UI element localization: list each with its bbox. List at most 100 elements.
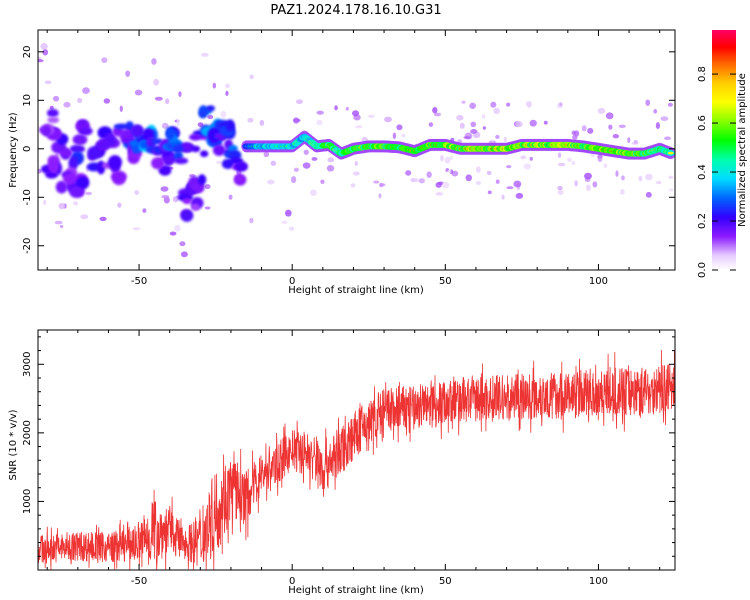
spectrogram-speckle <box>612 134 620 139</box>
spectrogram-speckle <box>653 109 658 114</box>
spectrogram-speckle <box>645 191 652 198</box>
spectrogram-xtick-label: 50 <box>439 276 452 287</box>
spectrogram-blob <box>47 158 59 173</box>
spectrogram-ytick-label: 0 <box>22 146 33 152</box>
spectrogram-speckle <box>290 176 297 184</box>
spectrogram-blob <box>41 125 52 137</box>
spectrogram-speckle <box>161 122 169 129</box>
spectrogram-speckle <box>515 121 523 128</box>
spectrogram-speckle <box>378 193 382 199</box>
spectrogram-speckle <box>119 105 123 112</box>
spectrogram-speckle <box>470 121 477 128</box>
spectrogram-speckle <box>428 122 434 127</box>
spectrogram-speckle <box>249 217 254 224</box>
spectrogram-blob <box>189 133 202 141</box>
spectrogram-speckle <box>302 162 311 169</box>
spectrogram-speckle <box>225 83 230 89</box>
snr-ylabel: SNR (10 * v/v) <box>8 409 19 480</box>
spectrogram-speckle <box>103 98 111 104</box>
spectrogram-speckle <box>334 105 338 111</box>
spectrogram-blob <box>130 124 144 138</box>
spectrogram-speckle <box>401 133 406 138</box>
spectrogram-xlabel: Height of straight line (km) <box>288 285 424 296</box>
spectrogram-speckle <box>495 179 500 184</box>
spectrogram-speckle <box>180 251 188 258</box>
spectrogram-speckle <box>503 136 507 143</box>
spectrogram-blob <box>113 123 129 130</box>
spectrogram-blob <box>87 146 103 160</box>
spectrogram-speckle <box>506 165 512 169</box>
spectrogram-blob <box>63 173 77 185</box>
spectrogram-blob <box>165 127 175 140</box>
spectrogram-speckle <box>571 130 577 136</box>
spectrogram-speckle <box>352 171 360 176</box>
spectrogram-speckle <box>461 100 466 104</box>
spectrogram-speckle <box>481 114 486 119</box>
colorbar: 0.0 0.2 0.4 0.6 0.8 Normalized spectral ampl… <box>697 30 748 278</box>
spectrogram-speckle <box>559 102 563 107</box>
spectrogram-speckle <box>619 188 625 195</box>
spectrogram-speckle <box>440 154 444 162</box>
colorbar-tick-label: 0.2 <box>697 213 708 229</box>
spectrogram-speckle <box>134 190 140 196</box>
spectrogram-speckle <box>557 185 563 191</box>
spectrogram-blob <box>180 209 194 222</box>
spectrogram-speckle <box>384 116 392 123</box>
spectrogram-speckle <box>451 170 459 177</box>
spectrogram-speckle <box>435 181 442 188</box>
spectrogram-speckle <box>603 163 608 169</box>
spectrogram-blob <box>77 119 89 127</box>
spectrogram-speckle <box>327 157 335 163</box>
spectrogram-speckle <box>597 154 603 159</box>
spectrogram-blob <box>234 161 249 172</box>
spectrogram-speckle <box>655 180 662 185</box>
spectrogram-speckle <box>169 231 177 236</box>
spectrogram-xtick-label: 0 <box>289 276 295 287</box>
spectrogram-blob <box>212 144 226 156</box>
spectrogram-speckle <box>645 99 651 106</box>
spectrogram-blob <box>78 126 93 136</box>
spectrogram-speckle <box>433 112 442 117</box>
spectrogram-speckle <box>592 181 598 188</box>
spectrogram-speckle <box>476 166 481 173</box>
snr-frame <box>37 329 676 571</box>
spectrogram-speckle <box>178 91 182 97</box>
spectrogram-speckle <box>38 168 42 174</box>
spectrogram-xtick-label: -50 <box>131 276 147 287</box>
spectrogram-speckle <box>212 82 217 89</box>
spectrogram-ytick-label: 20 <box>22 45 33 58</box>
spectrogram-speckle <box>615 170 619 177</box>
spectrogram-speckle <box>487 190 492 195</box>
spectrogram-speckle <box>134 89 143 96</box>
spectrogram-speckle <box>204 206 211 210</box>
spectrogram-speckle <box>557 162 566 167</box>
spectrogram-blob <box>234 173 244 183</box>
spectrogram-speckle <box>490 101 497 108</box>
colorbar-tick-label: 0.4 <box>697 164 708 180</box>
spectrogram-speckle <box>557 189 564 195</box>
snr-xtick-label: 50 <box>439 576 452 587</box>
spectrogram-speckle <box>470 128 478 134</box>
spectrogram-speckle <box>523 163 532 170</box>
spectrogram-speckle <box>392 132 397 140</box>
spectrogram-speckle <box>311 156 318 161</box>
spectrogram-ylabel: Frequency (Hz) <box>8 112 19 188</box>
spectrogram-speckle <box>38 59 44 63</box>
snr-xtick-label: 0 <box>289 576 295 587</box>
spectrogram-speckle <box>174 224 181 232</box>
spectrogram-speckle <box>54 220 63 225</box>
spectrogram-speckle <box>373 180 380 184</box>
spectrogram-speckle <box>501 194 505 200</box>
spectrogram-speckle <box>142 208 147 213</box>
spectrogram-speckle <box>284 209 292 217</box>
spectrogram-speckle <box>80 214 89 220</box>
spectrogram-speckle <box>295 99 304 105</box>
spectrogram-speckle <box>249 74 254 80</box>
spectrogram-speckle <box>63 101 71 108</box>
spectrogram-blob <box>190 203 200 211</box>
spectrogram-speckle <box>520 155 527 160</box>
spectrogram-ridge-peak <box>667 151 674 155</box>
spectrogram-speckle <box>515 192 524 199</box>
snr-ytick-label: 3000 <box>22 352 33 377</box>
spectrogram-speckle <box>40 42 48 50</box>
